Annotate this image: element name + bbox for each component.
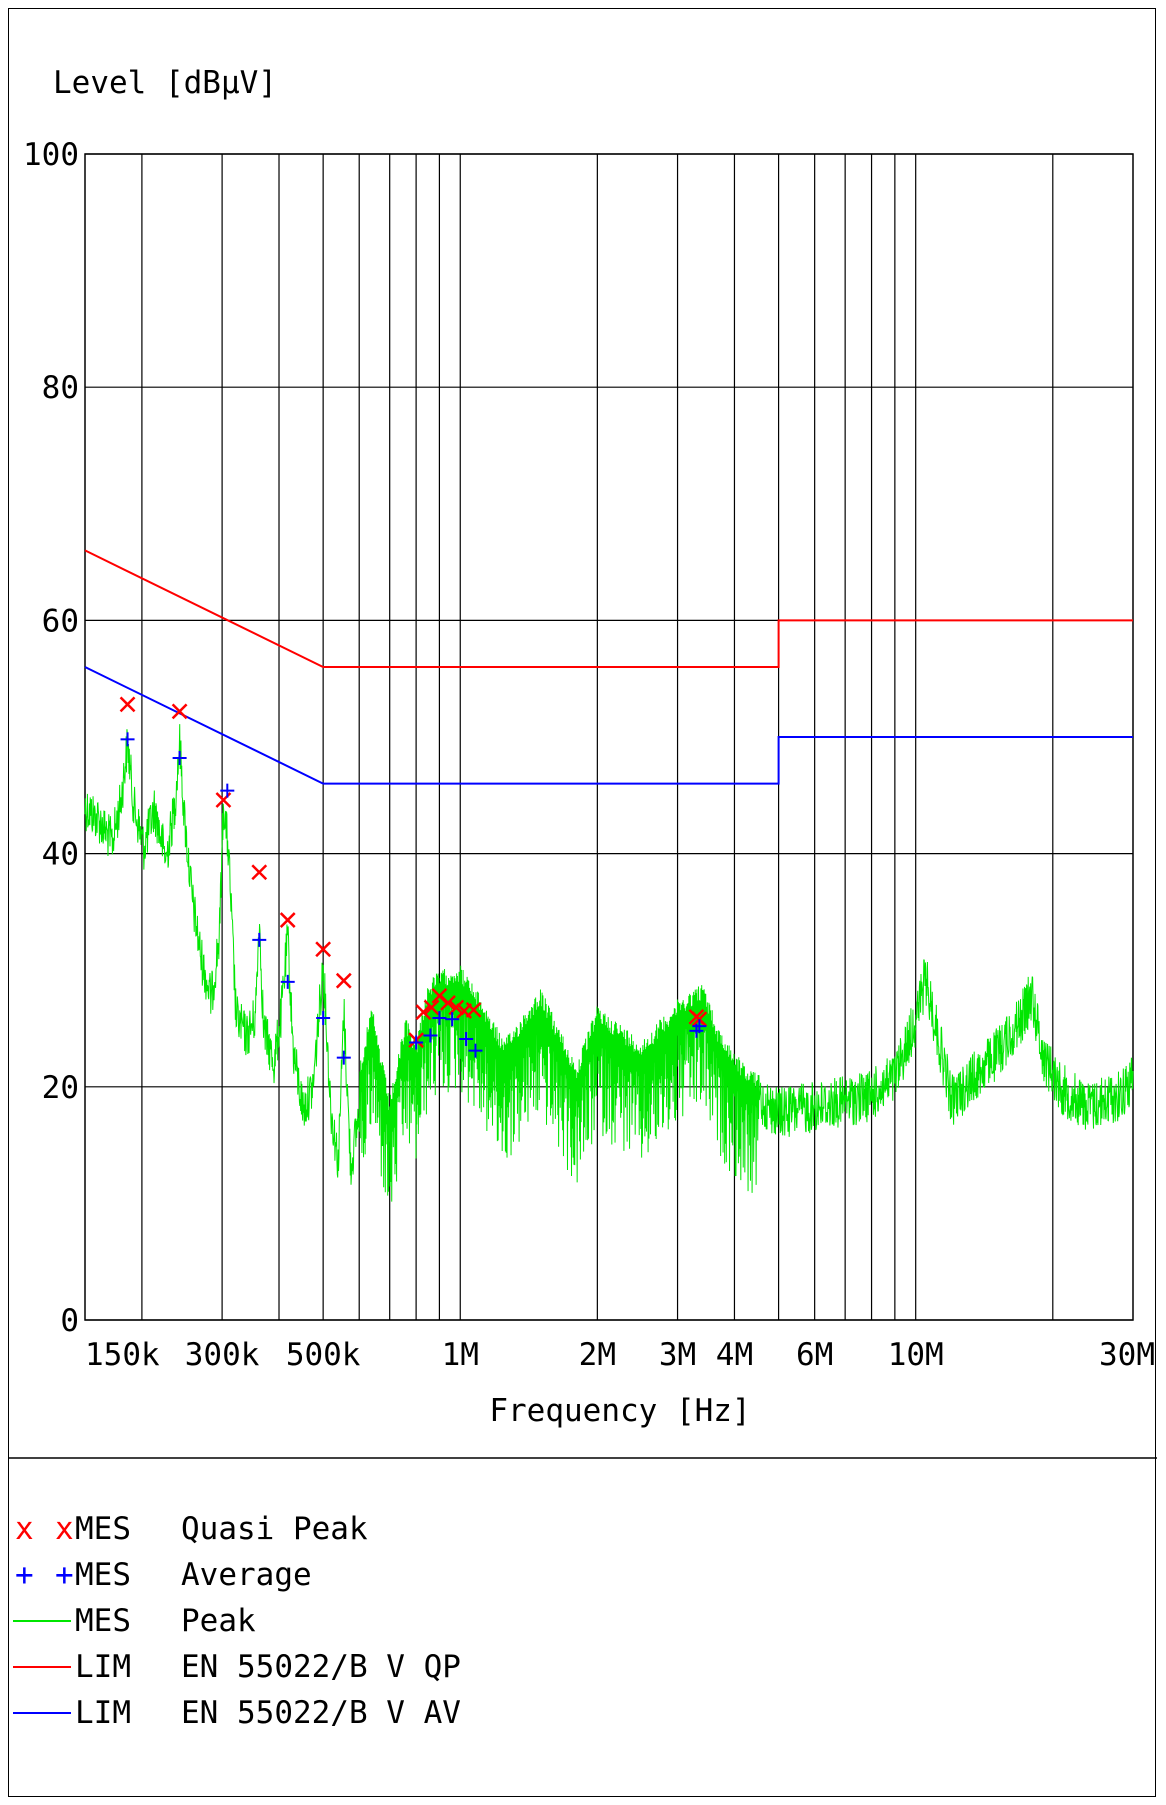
avg-marker bbox=[172, 750, 187, 765]
emi-chart: Level [dBµV] Frequency [Hz] 0 20 40 60 80 100… bbox=[9, 65, 1157, 1731]
y-tick-label: 0 bbox=[60, 1303, 79, 1339]
legend-symbol: x bbox=[15, 1511, 34, 1547]
qp-marker bbox=[251, 864, 268, 881]
legend-description: Peak bbox=[181, 1603, 256, 1639]
limit-lines bbox=[84, 549, 1133, 785]
legend-name: MES bbox=[75, 1557, 131, 1593]
avg-marker bbox=[468, 1043, 483, 1058]
x-tick-label: 30M bbox=[1099, 1337, 1155, 1373]
tick-labels: 0 20 40 60 80 100 150k 300k 500k 1M 2M 3M 4M 6M 10M 30M bbox=[23, 137, 1155, 1373]
legend-description: Quasi Peak bbox=[181, 1511, 368, 1547]
qp-marker bbox=[279, 912, 296, 928]
qp-marker bbox=[415, 1004, 432, 1021]
y-tick-label: 20 bbox=[42, 1070, 79, 1106]
y-axis-label: Level [dBµV] bbox=[53, 65, 277, 101]
qp-marker bbox=[440, 994, 456, 1011]
x-axis-label: Frequency [Hz] bbox=[489, 1393, 750, 1429]
legend-description: Average bbox=[181, 1557, 312, 1593]
avg-marker bbox=[316, 1011, 331, 1026]
x-tick-label: 150k bbox=[85, 1337, 160, 1373]
peak-trace bbox=[84, 724, 1134, 1202]
qp-marker bbox=[119, 696, 136, 713]
avg-marker bbox=[459, 1031, 474, 1046]
x-tick-label: 3M bbox=[659, 1337, 696, 1373]
legend-item: x x MES Quasi Peak bbox=[15, 1511, 368, 1547]
legend-name: MES bbox=[75, 1511, 131, 1547]
avg-marker bbox=[120, 732, 135, 747]
y-tick-label: 80 bbox=[42, 370, 79, 406]
avg-marker bbox=[692, 1019, 707, 1034]
y-tick-label: 100 bbox=[23, 137, 79, 173]
avg-marker bbox=[432, 1011, 447, 1026]
legend-item: LIM EN 55022/B V QP bbox=[13, 1649, 461, 1685]
y-tick-label: 40 bbox=[42, 837, 79, 873]
x-tick-label: 500k bbox=[286, 1337, 361, 1373]
avg-marker bbox=[280, 974, 295, 989]
avg-marker bbox=[445, 1012, 460, 1027]
legend-name: LIM bbox=[75, 1649, 131, 1685]
avg-marker bbox=[252, 932, 267, 947]
limit-line bbox=[84, 549, 1133, 668]
qp-marker bbox=[335, 972, 352, 989]
legend-item: MES Peak bbox=[13, 1603, 256, 1639]
y-tick-label: 60 bbox=[42, 603, 79, 639]
limit-line bbox=[84, 666, 1133, 785]
avg-marker bbox=[336, 1050, 351, 1065]
legend-description: EN 55022/B V QP bbox=[181, 1649, 461, 1685]
qp-marker bbox=[465, 1001, 482, 1018]
legend-name: MES bbox=[75, 1603, 131, 1639]
legend-item: + + MES Average bbox=[15, 1557, 312, 1593]
qp-marker bbox=[315, 941, 332, 958]
chart-frame: Level [dBµV] Frequency [Hz] 0 20 40 60 80 100… bbox=[8, 8, 1157, 1797]
qp-marker bbox=[423, 999, 440, 1016]
peak-trace-line bbox=[84, 724, 1134, 1202]
x-tick-label: 4M bbox=[716, 1337, 753, 1373]
legend-symbol: + bbox=[15, 1557, 34, 1593]
legend-item: LIM EN 55022/B V AV bbox=[13, 1695, 461, 1731]
avg-marker bbox=[423, 1028, 438, 1043]
avg-marker bbox=[409, 1035, 424, 1050]
qp-marker bbox=[171, 703, 188, 720]
legend-symbol: x bbox=[55, 1511, 74, 1547]
x-tick-label: 6M bbox=[796, 1337, 833, 1373]
legend-description: EN 55022/B V AV bbox=[181, 1695, 461, 1731]
x-tick-label: 300k bbox=[185, 1337, 260, 1373]
legend-symbol: + bbox=[55, 1557, 74, 1593]
x-tick-label: 2M bbox=[579, 1337, 616, 1373]
x-tick-label: 10M bbox=[888, 1337, 944, 1373]
measurement-markers bbox=[119, 696, 708, 1065]
avg-marker bbox=[220, 783, 235, 798]
legend-name: LIM bbox=[75, 1695, 131, 1731]
x-tick-label: 1M bbox=[442, 1337, 479, 1373]
